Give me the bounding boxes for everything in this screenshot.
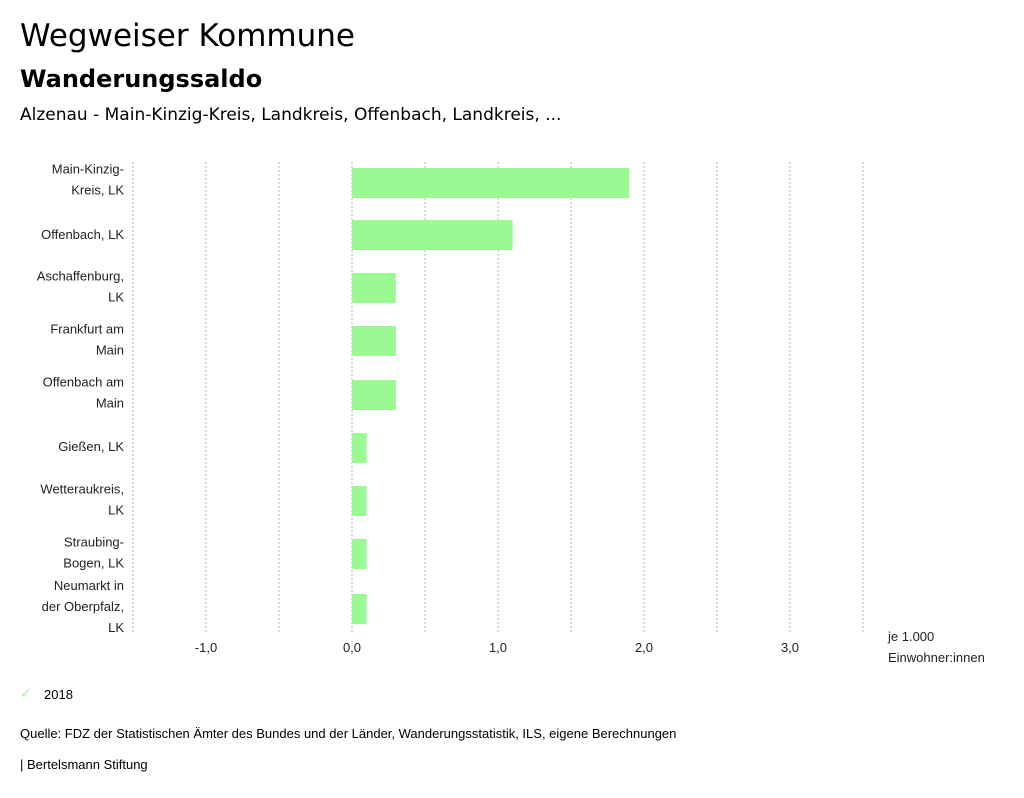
- bar: [352, 380, 396, 410]
- x-tick-label: 3,0: [781, 640, 799, 655]
- category-label: Main: [96, 343, 124, 358]
- bar: [352, 168, 630, 198]
- x-tick-label: 0,0: [343, 640, 361, 655]
- region-context: Alzenau - Main-Kinzig-Kreis, Landkreis, …: [20, 105, 562, 125]
- x-axis-ticks: -1,0 0,0 1,0 2,0 3,0: [195, 640, 799, 655]
- publisher-note: | Bertelsmann Stiftung: [20, 757, 148, 772]
- category-label: Wetteraukreis,: [40, 482, 124, 497]
- bar: [352, 539, 367, 569]
- category-label: Kreis, LK: [71, 183, 124, 198]
- x-axis-unit-label-line: je 1.000: [887, 629, 934, 644]
- category-label: Frankfurt am: [50, 322, 124, 337]
- category-label: Main: [96, 396, 124, 411]
- source-note: Quelle: FDZ der Statistischen Ämter des …: [20, 726, 677, 741]
- category-label: Bogen, LK: [63, 556, 124, 571]
- chart-subtitle: Wanderungssaldo: [20, 65, 263, 93]
- legend-label: 2018: [44, 686, 73, 702]
- category-labels: Main-Kinzig- Kreis, LK Offenbach, LK Aschaf…: [37, 162, 125, 636]
- category-label: Gießen, LK: [58, 439, 124, 454]
- bar: [352, 594, 367, 624]
- category-label: LK: [108, 620, 124, 635]
- x-tick-label: 1,0: [489, 640, 507, 655]
- category-label: LK: [108, 290, 124, 305]
- category-label: der Oberpfalz,: [42, 599, 124, 614]
- category-label: Offenbach am: [43, 375, 124, 390]
- x-axis-unit-label-line: Einwohner:innen: [888, 650, 985, 665]
- x-tick-label: 2,0: [635, 640, 653, 655]
- bars: [352, 168, 630, 624]
- check-icon[interactable]: ✓: [20, 686, 32, 702]
- legend[interactable]: ✓ 2018: [20, 686, 73, 702]
- x-tick-label: -1,0: [195, 640, 217, 655]
- bar: [352, 433, 367, 463]
- category-label: Offenbach, LK: [41, 227, 124, 242]
- category-label: LK: [108, 503, 124, 518]
- bar: [352, 220, 513, 250]
- bar-chart: Main-Kinzig- Kreis, LK Offenbach, LK Aschaf…: [37, 162, 985, 666]
- category-label: Straubing-: [64, 535, 124, 550]
- bar: [352, 273, 396, 303]
- x-axis-unit-label: je 1.000 Einwohner:innen: [887, 629, 985, 665]
- category-label: Main-Kinzig-: [52, 162, 124, 177]
- category-label: Neumarkt in: [54, 578, 124, 593]
- bar: [352, 486, 367, 516]
- category-label: Aschaffenburg,: [37, 269, 124, 284]
- page-title: Wegweiser Kommune: [20, 18, 355, 54]
- bar: [352, 326, 396, 356]
